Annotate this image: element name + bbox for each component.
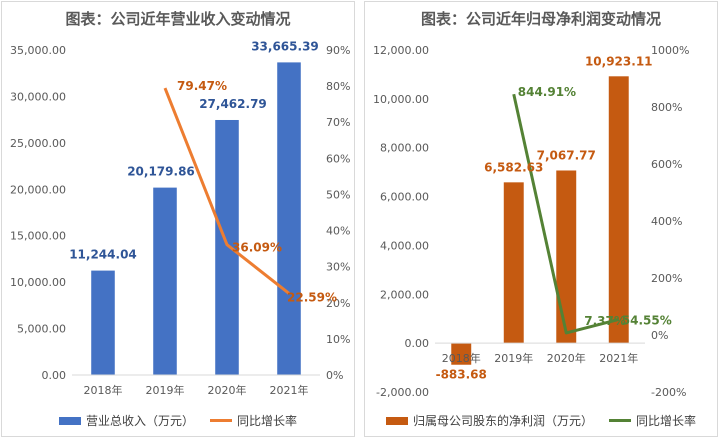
y-tick-label-left: 5,000.00	[17, 323, 66, 336]
x-tick-label: 2021年	[270, 383, 309, 397]
legend-swatch-line	[210, 419, 232, 422]
y-tick-label-left: 15,000.00	[10, 230, 66, 243]
bar-data-label: 27,462.79	[199, 97, 267, 111]
line-data-label: 844.91%	[518, 85, 576, 99]
y-tick-label-left: 4,000.00	[380, 239, 429, 252]
bar-data-label: 7,067.77	[537, 148, 596, 162]
y-tick-label-left: 20,000.00	[10, 183, 66, 196]
bar	[153, 187, 177, 375]
legend-item-line: 同比增长率	[210, 412, 297, 429]
bar-data-label: 10,923.11	[585, 54, 653, 68]
y-tick-label-right: 40%	[326, 225, 350, 238]
line-data-label: 79.47%	[177, 79, 227, 93]
chart-legend: 营业总收入（万元） 同比增长率	[2, 412, 354, 429]
y-tick-label-right: 600%	[651, 158, 682, 171]
bar	[503, 182, 524, 344]
chart-legend: 归属母公司股东的净利润（万元） 同比增长率	[365, 412, 717, 429]
x-tick-label: 2019年	[146, 383, 185, 397]
bar-data-label: 6,582.63	[484, 160, 543, 174]
bar-data-label: 11,244.04	[69, 248, 137, 262]
y-tick-label-right: 10%	[326, 333, 350, 346]
chart-title: 图表：公司近年营业收入变动情况	[65, 10, 291, 28]
bar	[215, 119, 239, 376]
y-tick-label-right: 20%	[326, 297, 350, 310]
legend-label: 归属母公司股东的净利润（万元）	[412, 414, 593, 428]
y-tick-label-right: 90%	[326, 44, 350, 57]
legend-item-line: 同比增长率	[609, 412, 696, 429]
bar	[608, 76, 629, 344]
y-tick-label-left: 12,000.00	[373, 44, 429, 57]
legend-swatch-line	[609, 419, 631, 422]
bar	[91, 270, 115, 375]
profit-chart-plot: -2,000.00 0.00 2,000.00 4,000.00 6,000.00 8,0…	[373, 44, 689, 399]
revenue-chart-plot: 0.00 5,000.00 10,000.00 15,000.00 20,000.00 2…	[10, 39, 350, 397]
y-tick-label-right: 0%	[326, 369, 343, 382]
bar-data-label: 20,179.86	[127, 165, 195, 179]
bar	[277, 62, 301, 375]
legend-item-bar: 归属母公司股东的净利润（万元）	[385, 412, 593, 429]
y-tick-label-left: 2,000.00	[380, 288, 429, 301]
x-tick-label: 2020年	[547, 351, 586, 365]
x-tick-label: 2018年	[442, 351, 481, 365]
legend-label: 同比增长率	[636, 414, 697, 428]
y-tick-label-right: -200%	[651, 386, 686, 399]
y-tick-label-right: 70%	[326, 116, 350, 129]
growth-rate-line	[512, 93, 620, 335]
y-tick-label-left: 8,000.00	[380, 142, 429, 155]
line-data-label: 54.55%	[622, 313, 672, 327]
y-tick-label-right: 400%	[651, 215, 682, 228]
y-tick-label-left: 35,000.00	[10, 44, 66, 57]
legend-swatch-bar	[385, 416, 408, 425]
y-tick-label-right: 30%	[326, 261, 350, 274]
growth-rate-line	[163, 87, 290, 295]
bar	[451, 343, 472, 365]
x-tick-label: 2018年	[84, 383, 123, 397]
y-tick-label-right: 50%	[326, 188, 350, 201]
line-data-label: 36.09%	[232, 241, 282, 255]
profit-chart-panel: 图表：公司近年归母净利润变动情况 -2,000.00 0.00 2,000.00 4,…	[364, 1, 718, 437]
y-tick-label-right: 200%	[651, 272, 682, 285]
y-tick-label-left: 0.00	[405, 337, 430, 350]
y-tick-label-left: 30,000.00	[10, 90, 66, 103]
y-tick-label-left: 0.00	[42, 369, 67, 382]
y-tick-label-left: 25,000.00	[10, 137, 66, 150]
y-tick-label-right: 60%	[326, 152, 350, 165]
y-tick-label-right: 80%	[326, 80, 350, 93]
legend-item-bar: 营业总收入（万元）	[58, 412, 194, 429]
y-tick-label-left: 6,000.00	[380, 191, 429, 204]
x-tick-label: 2019年	[494, 351, 533, 365]
y-tick-label-right: 1000%	[651, 44, 689, 57]
y-tick-label-left: -2,000.00	[376, 386, 429, 399]
y-tick-label-left: 10,000.00	[10, 276, 66, 289]
legend-label: 同比增长率	[237, 414, 298, 428]
bar	[556, 170, 577, 344]
y-tick-label-right: 800%	[651, 101, 682, 114]
legend-label: 营业总收入（万元）	[85, 414, 194, 428]
bar-data-label: 33,665.39	[251, 39, 319, 53]
y-tick-label-left: 10,000.00	[373, 93, 429, 106]
y-tick-label-right: 0%	[651, 329, 668, 342]
x-tick-label: 2020年	[208, 383, 247, 397]
line-data-label: 7.37%	[584, 314, 626, 328]
bar-data-label: -883.68	[436, 368, 487, 382]
legend-swatch-bar	[58, 416, 81, 425]
line-data-label: 22.59%	[287, 290, 337, 304]
x-tick-label: 2021年	[599, 351, 638, 365]
revenue-chart-panel: 图表：公司近年营业收入变动情况 0.00 5,000.00 10,000.00 15,…	[1, 1, 355, 437]
chart-title: 图表：公司近年归母净利润变动情况	[420, 10, 661, 28]
